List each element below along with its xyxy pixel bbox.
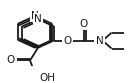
Text: OH: OH <box>39 73 55 83</box>
Text: N: N <box>96 36 103 46</box>
Text: O: O <box>63 36 72 46</box>
Text: O: O <box>79 19 88 29</box>
Text: N: N <box>31 11 39 21</box>
Text: N: N <box>34 14 42 24</box>
Text: O: O <box>7 56 15 65</box>
